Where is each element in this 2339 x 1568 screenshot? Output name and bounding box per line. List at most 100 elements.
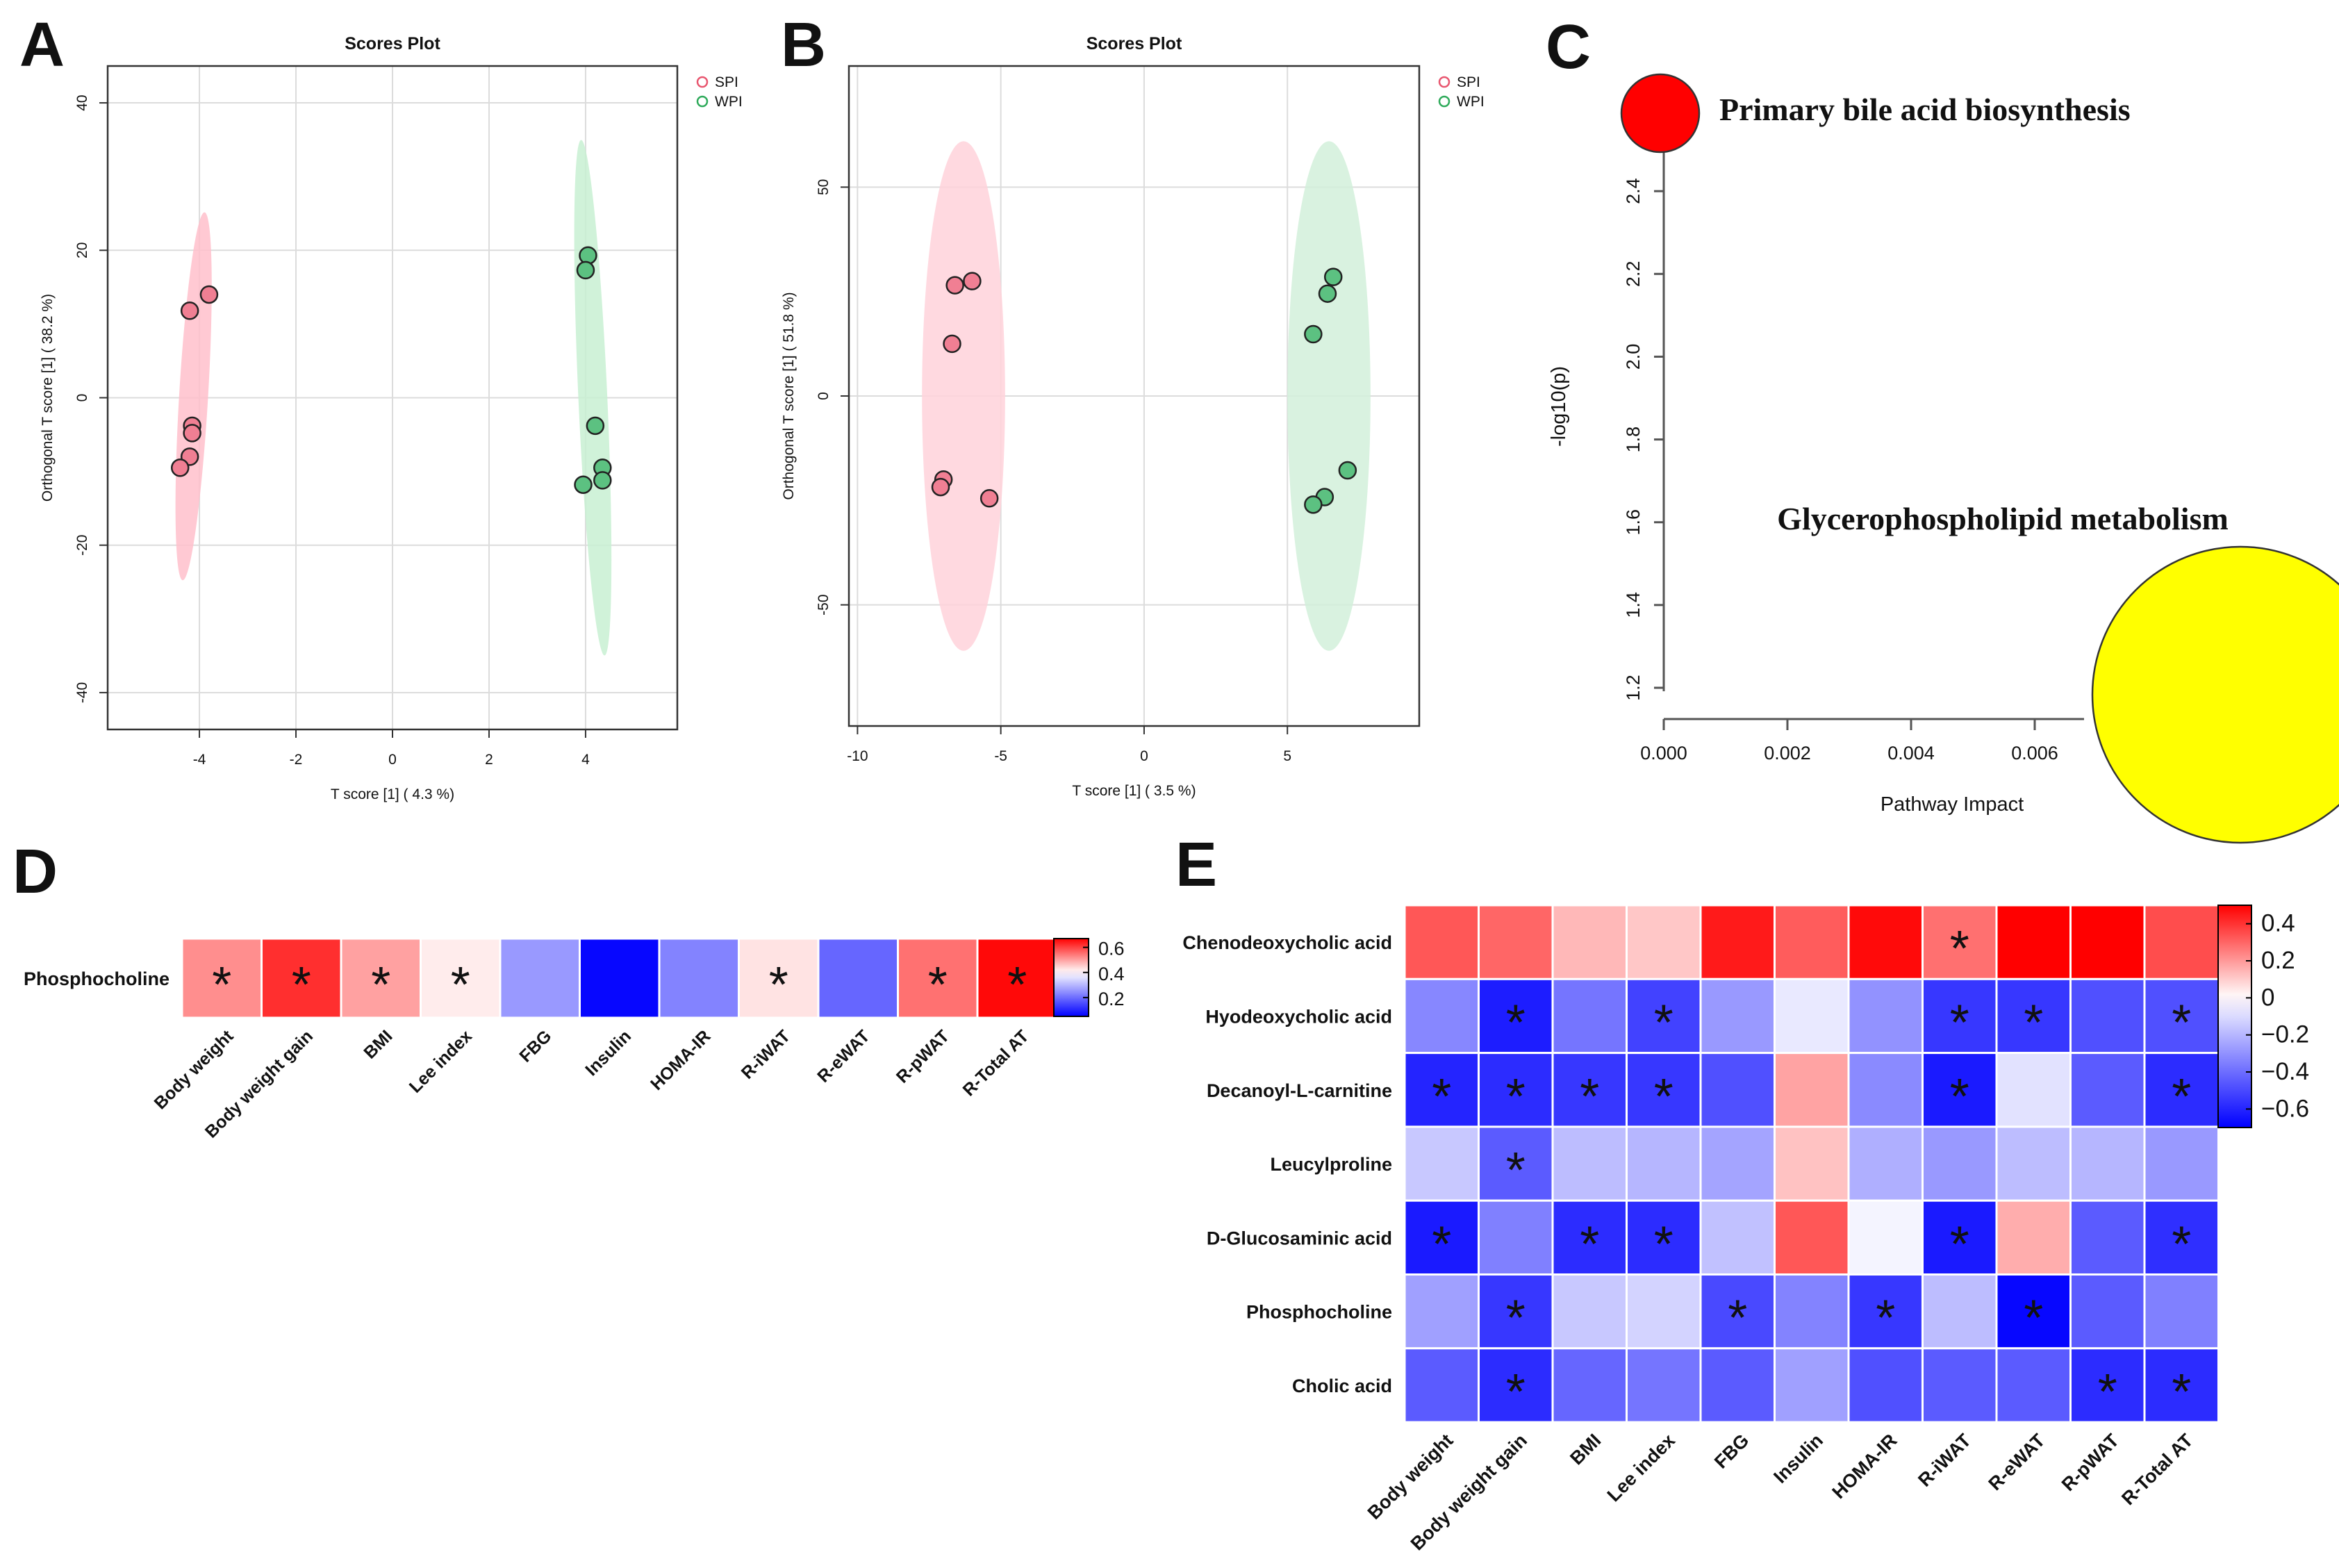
y-axis-label: Orthogonal T score [1] ( 38.2 %) [40, 294, 56, 502]
column-label: R-eWAT [813, 1026, 873, 1086]
heatmap-cell [1626, 1125, 1702, 1202]
heatmap-cell [2069, 904, 2146, 980]
column-label: FBG [515, 1026, 555, 1066]
heatmap-cell [1478, 904, 1554, 980]
heatmap-cell [1699, 1347, 1776, 1423]
significance-marker: * [1950, 1069, 1969, 1125]
data-point-spi [199, 285, 219, 304]
heatmap-cell [1774, 1347, 1850, 1423]
heatmap-cell [1847, 977, 1924, 1055]
row-label: D-Glucosaminic acid [1207, 1228, 1392, 1248]
column-label: Body weight [151, 1026, 238, 1113]
heatmap-cell [1995, 1199, 2072, 1276]
row-label: Phosphocholine [24, 968, 170, 989]
y-tick-label: 2.4 [1623, 178, 1644, 204]
column-label: R-pWAT [2058, 1430, 2123, 1495]
data-point-wpi [574, 475, 593, 494]
x-tick-label: 2 [485, 752, 493, 768]
data-point-spi [945, 276, 964, 295]
row-label: Cholic acid [1292, 1376, 1392, 1396]
x-tick-label: 0 [1140, 748, 1148, 764]
heatmap-cell [738, 937, 820, 1019]
data-point-spi [980, 489, 999, 508]
panel-label-c: C [1546, 13, 1591, 82]
heatmap-cell [2143, 1052, 2220, 1128]
heatmap-cell [1403, 1199, 1480, 1276]
x-tick-label: -2 [290, 752, 303, 768]
data-point-wpi [1318, 284, 1337, 303]
heatmap-cell [579, 937, 661, 1019]
legend-marker-spi [1438, 76, 1450, 88]
significance-marker: * [769, 957, 788, 1013]
heatmap-cell [1478, 977, 1554, 1055]
y-tick-label: -40 [74, 682, 90, 703]
x-tick-label: 0.004 [1887, 743, 1935, 764]
heatmap-cell [1403, 977, 1480, 1055]
confidence-ellipse-wpi [1287, 141, 1371, 651]
y-tick-label: 0 [816, 392, 832, 400]
y-tick-label: 20 [74, 242, 90, 258]
colorbar-tick-label: 0.4 [1098, 964, 1125, 984]
significance-marker: * [2024, 1291, 2043, 1346]
data-point-spi [180, 302, 199, 320]
pathway-label: Primary bile acid biosynthesis [1719, 92, 2131, 127]
colorbar-tick-label: 0.4 [2261, 910, 2295, 937]
column-label: Insulin [1769, 1430, 1827, 1487]
y-tick-label: 2.2 [1623, 261, 1644, 288]
x-tick-label: 5 [1283, 748, 1291, 764]
significance-marker: * [1506, 1291, 1526, 1346]
heatmap-cell [1774, 904, 1850, 980]
significance-marker: * [1876, 1291, 1895, 1346]
colorbar-tick-label: 0.2 [2261, 947, 2295, 974]
heatmap-cell [1774, 1273, 1850, 1350]
heatmap-cell [1551, 1125, 1628, 1202]
significance-marker: * [292, 957, 311, 1013]
significance-marker: * [1728, 1291, 1747, 1346]
confidence-ellipse-spi [922, 141, 1005, 651]
heatmap-cell [1847, 904, 1924, 980]
significance-marker: * [371, 957, 390, 1013]
significance-marker: * [2024, 995, 2043, 1050]
x-tick-label: -10 [847, 748, 868, 764]
significance-marker: * [2172, 995, 2191, 1050]
legend-label-spi: SPI [715, 74, 738, 90]
heatmap-cell [2143, 1199, 2220, 1276]
legend-label-wpi: WPI [1457, 94, 1485, 110]
heatmap-cell [1995, 1347, 2072, 1423]
column-label: R-pWAT [893, 1026, 953, 1087]
heatmap-cell [1626, 1199, 1702, 1276]
colorbar-tick-label: 0 [2261, 984, 2274, 1011]
data-point-spi [183, 424, 201, 443]
y-axis-label: -log10(p) [1548, 366, 1570, 447]
heatmap-cell [1847, 1199, 1924, 1276]
heatmap-cell [1995, 1273, 2072, 1350]
colorbar-tick-label: −0.4 [2261, 1058, 2309, 1085]
colorbar [2217, 905, 2252, 1128]
heatmap-cell [1921, 1125, 1998, 1202]
heatmap-cell [1921, 1347, 1998, 1423]
significance-marker: * [2172, 1364, 2191, 1420]
heatmap-cell [1699, 904, 1776, 980]
heatmap-cell [1847, 1347, 1924, 1423]
heatmap-cell [1403, 1273, 1480, 1350]
y-axis-label: Orthogonal T score [1] ( 51.8 %) [781, 292, 797, 500]
heatmap-cell [817, 937, 899, 1019]
column-label: FBG [1710, 1430, 1753, 1473]
column-label: R-Total AT [2117, 1430, 2197, 1510]
heatmap-cell [1774, 977, 1850, 1055]
x-tick-label: 0 [388, 752, 397, 768]
colorbar-tick-label: 0.2 [1098, 989, 1125, 1009]
data-point-wpi [593, 471, 612, 490]
y-tick-label: 2.0 [1623, 344, 1644, 370]
heatmap-cell [1551, 1052, 1628, 1128]
significance-marker: * [1432, 1216, 1451, 1272]
data-point-wpi [1304, 324, 1323, 344]
significance-marker: * [1580, 1216, 1599, 1272]
significance-marker: * [1007, 957, 1027, 1013]
heatmap-cell [1551, 977, 1628, 1055]
y-tick-label: 1.4 [1623, 592, 1644, 618]
heatmap-cell [2069, 1125, 2146, 1202]
